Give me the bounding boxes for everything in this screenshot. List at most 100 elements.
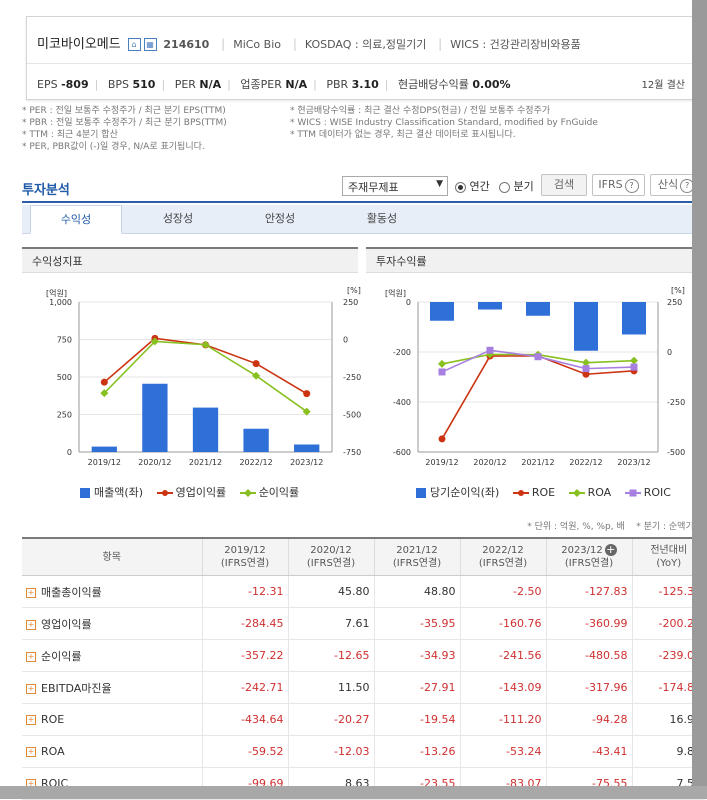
industry-per-label: 업종PER	[240, 78, 282, 91]
legend-label: 순이익률	[258, 486, 300, 499]
stock-code: 214610	[163, 38, 210, 51]
row-label-cell[interactable]: + ROE	[22, 703, 202, 736]
value-cell: 11.50	[287, 671, 374, 704]
expand-plus-icon[interactable]: +	[26, 619, 36, 630]
x-tick-label: 2023/12	[617, 458, 650, 467]
bar-swatch-icon	[80, 488, 90, 498]
row-label-cell[interactable]: + EBITDA마진율	[22, 671, 202, 704]
per-value: N/A	[199, 78, 222, 91]
bar	[243, 428, 269, 452]
expand-plus-icon[interactable]: +	[26, 683, 36, 694]
period-note-text: * 분기 : 순액기준	[636, 522, 702, 532]
radio-annual-label: 연간	[469, 180, 490, 193]
eps-value: -809	[61, 78, 89, 91]
y-left-tick-label: 500	[57, 373, 72, 382]
market-info: KOSDAQ : 의료,정밀기기	[304, 38, 427, 51]
help-icon: ?	[624, 179, 639, 193]
x-tick-label: 2022/12	[569, 458, 602, 467]
row-label: 영업이익률	[41, 617, 92, 631]
note-dividend: * 현금배당수익률 : 최근 결산 수정DPS(현금) / 전일 보통주 수정주…	[290, 106, 551, 116]
radio-quarter[interactable]: 분기	[499, 178, 534, 194]
series-point	[582, 365, 590, 373]
legend-item: 당기순이익(좌)	[416, 486, 499, 499]
header-item: 항목	[22, 537, 202, 576]
series-point	[630, 363, 638, 371]
expand-plus-icon[interactable]: +	[26, 587, 36, 598]
radio-annual[interactable]: 연간	[455, 178, 490, 194]
legend-label: 매출액(좌)	[94, 486, 144, 499]
statement-select[interactable]: 주재무제표 ▼	[342, 176, 448, 196]
eps-label: EPS	[37, 78, 58, 91]
header-sublabel: (IFRS연결)	[306, 558, 356, 569]
company-header: 미코바이오메드 ⌂ ▦ 214610 | MiCo Bio | KOSDAQ : 의료…	[26, 16, 694, 100]
series-point	[303, 390, 311, 398]
building-icon[interactable]: ▦	[143, 38, 157, 51]
expand-plus-icon[interactable]: +	[26, 747, 36, 757]
row-label: ROE	[41, 713, 65, 726]
expand-plus-icon[interactable]: +	[26, 651, 36, 662]
notes-left: * PER : 전일 보통주 수정주가 / 최근 분기 EPS(TTM) * P…	[22, 105, 227, 153]
legend-item: ROA	[568, 486, 611, 499]
series-point	[438, 435, 446, 443]
series-point	[438, 368, 446, 376]
row-label: 순이익률	[41, 649, 82, 663]
table-row: + 순이익률 -357.22 -12.65 -34.93 -241.56 -480.58 -2…	[22, 639, 705, 672]
note-ttm-missing: * TTM 데이터가 없는 경우, 최근 결산 데이터로 표시됩니다.	[290, 130, 516, 140]
series-point	[252, 371, 261, 380]
add-column-icon[interactable]: +	[604, 543, 617, 556]
row-label-cell[interactable]: + 영업이익률	[22, 607, 202, 640]
tab-growth[interactable]: 성장성	[162, 212, 194, 225]
value-cell: -53.24	[459, 735, 546, 768]
row-label: ROA	[41, 745, 65, 758]
y-right-tick-label: 250	[667, 298, 682, 307]
radio-off-icon	[499, 181, 510, 193]
bar	[91, 446, 117, 452]
row-label-cell[interactable]: + ROA	[22, 735, 202, 768]
tab-activity[interactable]: 활동성	[366, 212, 398, 225]
value-cell: -143.09	[459, 671, 546, 704]
section-title: 투자분석	[22, 183, 70, 198]
value-cell: -19.54	[373, 703, 460, 736]
series-point	[534, 353, 542, 361]
expand-plus-icon[interactable]: +	[26, 715, 36, 725]
y-right-tick-label: 250	[343, 298, 358, 307]
line-swatch-icon	[624, 489, 641, 497]
header-label: 전년대비	[650, 545, 688, 556]
value-cell: -127.83	[545, 575, 632, 608]
chart1-legend: 매출액(좌) 영업이익률 순이익률	[80, 484, 309, 500]
legend-label: 영업이익률	[175, 486, 227, 499]
y-right-tick-label: -250	[343, 373, 361, 382]
tab-stability[interactable]: 안정성	[264, 212, 296, 225]
chart2-legend: 당기순이익(좌) ROE ROA ROIC	[416, 484, 681, 500]
financial-table: 항목 2019/12 (IFRS연결) 2020/12 (IFRS연결) 2021/…	[22, 537, 705, 800]
home-icon[interactable]: ⌂	[127, 38, 141, 51]
table-row: + 매출총이익률 -12.31 45.80 48.80 -2.50 -127.83 -125.…	[22, 575, 705, 608]
value-cell: -360.99	[545, 607, 632, 640]
search-button[interactable]: 검색	[541, 174, 587, 196]
row-label-cell[interactable]: + 매출총이익률	[22, 575, 202, 608]
value-cell: -284.45	[201, 607, 288, 640]
x-tick-label: 2020/12	[138, 458, 171, 467]
legend-item: ROIC	[624, 486, 671, 499]
x-tick-label: 2021/12	[189, 458, 222, 467]
y-right-unit: [%]	[347, 286, 361, 295]
y-right-tick-label: -500	[343, 411, 361, 420]
ifrs-button[interactable]: IFRS?	[592, 174, 645, 196]
value-cell: -43.41	[545, 735, 632, 768]
x-tick-label: 2019/12	[425, 458, 458, 467]
x-tick-label: 2022/12	[239, 458, 272, 467]
legend-label: 당기순이익(좌)	[430, 486, 500, 499]
row-label-cell[interactable]: + 순이익률	[22, 639, 202, 672]
value-cell: -35.95	[373, 607, 460, 640]
select-value: 주재무제표	[348, 181, 399, 194]
value-cell: -12.65	[287, 639, 374, 672]
tab-profitability[interactable]: 수익성	[30, 205, 122, 234]
header-label: 항목	[102, 551, 121, 563]
header-2020: 2020/12 (IFRS연결)	[287, 537, 374, 576]
y-left-tick-label: 0	[406, 298, 411, 307]
header-sublabel: (IFRS연결)	[220, 558, 270, 569]
bar	[574, 302, 598, 351]
header-2022: 2022/12 (IFRS연결)	[459, 537, 546, 576]
note-wics: * WICS : WISE Industry Classification St…	[290, 118, 598, 128]
series-point	[252, 360, 260, 368]
